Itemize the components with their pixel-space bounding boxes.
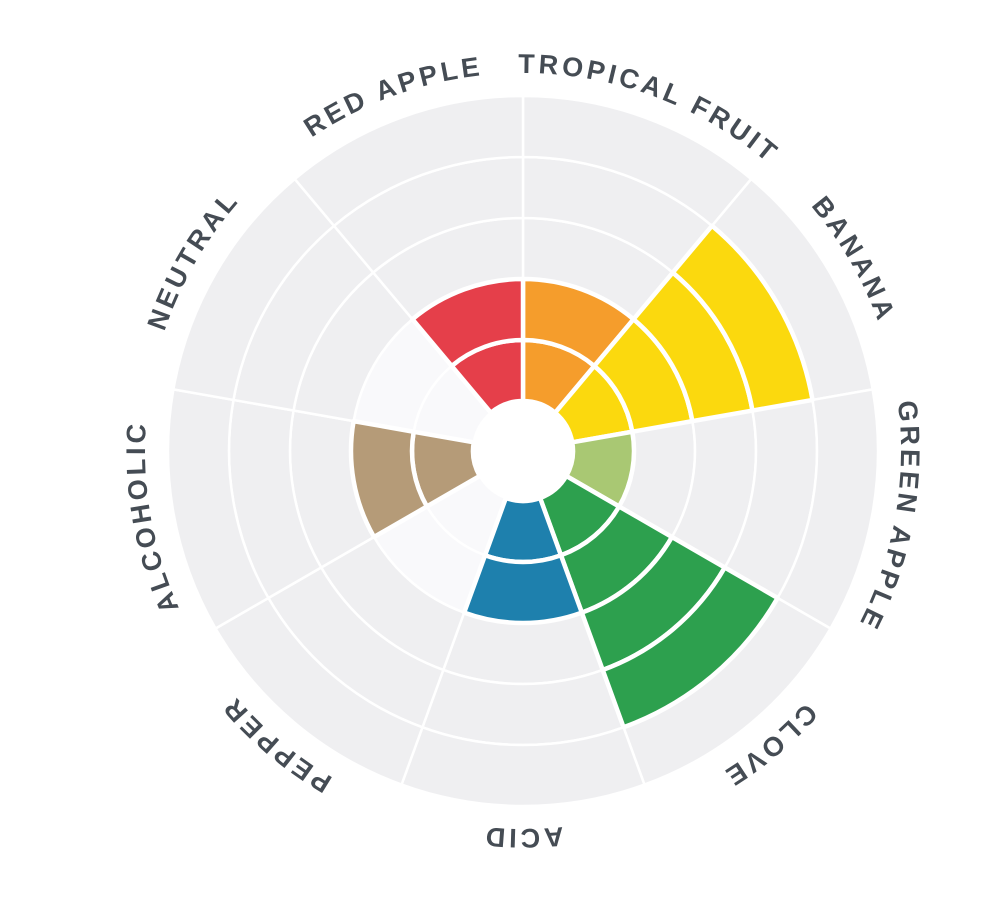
category-label-acid: ACID (481, 821, 564, 853)
center-hole-circle (474, 402, 572, 500)
wedge-segment-red-apple-ring-2 (410, 276, 526, 369)
grid-band-red-apple-ring-5 (293, 94, 525, 228)
wedge-segment-green-apple-ring-1 (564, 429, 637, 509)
wedge-segment-clove-ring-4 (600, 565, 780, 730)
category-label-text: ACID (481, 821, 561, 853)
wedge-segment-banana-ring-4 (670, 223, 815, 413)
value-wedges (348, 223, 815, 730)
wedge-segment-alcoholic-ring-2 (348, 418, 430, 540)
grid-rings (166, 94, 880, 808)
center-hole (474, 402, 572, 500)
wedge-segment-acid-ring-2 (461, 553, 585, 626)
